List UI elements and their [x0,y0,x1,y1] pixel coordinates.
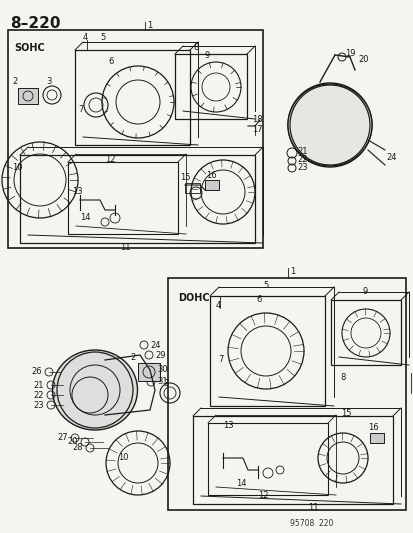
Text: 24: 24 [385,152,396,161]
Text: 25: 25 [412,368,413,377]
Text: SOHC: SOHC [14,43,45,53]
Text: 22: 22 [296,155,307,164]
Ellipse shape [52,350,137,430]
Text: 5: 5 [262,281,268,290]
Bar [330,300,400,365]
Text: 5: 5 [100,34,105,43]
Text: 21: 21 [33,381,43,390]
Text: 6: 6 [255,295,261,304]
Text: 16: 16 [367,424,378,432]
Text: 23: 23 [33,400,43,409]
Text: 12: 12 [105,156,115,165]
Bar [20,155,254,243]
Text: 9: 9 [362,287,367,296]
Bar [175,54,247,119]
Text: 15: 15 [180,174,190,182]
Text: 17: 17 [252,125,262,134]
Text: 31: 31 [157,377,167,386]
Text: 3: 3 [46,77,51,86]
Text: 19: 19 [344,49,355,58]
Bar [138,363,159,381]
Bar [8,30,262,248]
Text: 2: 2 [130,353,135,362]
Text: 8: 8 [192,43,198,52]
Text: 20: 20 [67,438,77,447]
Text: 10: 10 [118,454,128,463]
Text: 14: 14 [235,479,246,488]
Text: 2: 2 [12,77,17,86]
Text: 10: 10 [12,164,22,173]
Text: 4: 4 [216,302,221,311]
Text: DOHC: DOHC [178,293,209,303]
Text: 23: 23 [296,164,307,173]
Text: 16: 16 [206,171,216,180]
Text: 95708  220: 95708 220 [289,519,332,528]
Text: 1: 1 [147,20,152,29]
Bar [192,416,392,504]
Text: 30: 30 [157,366,167,375]
Text: 1: 1 [289,268,294,277]
Text: 12: 12 [257,491,268,500]
Text: 29: 29 [154,351,165,359]
Text: 8–220: 8–220 [10,16,60,31]
Text: 15: 15 [340,408,351,417]
Text: 21: 21 [296,147,307,156]
Text: 4: 4 [83,34,88,43]
Text: 27: 27 [57,433,67,442]
Text: 8: 8 [339,374,344,383]
Bar [204,180,218,190]
Text: 26: 26 [31,367,42,376]
Bar [185,183,199,193]
Text: 3: 3 [163,378,168,387]
Bar [209,296,324,406]
Text: 24: 24 [150,341,160,350]
Bar [68,162,178,234]
Text: 20: 20 [357,54,368,63]
Text: 11: 11 [307,504,318,513]
Text: 22: 22 [33,391,43,400]
Text: 6: 6 [108,58,113,67]
Text: 11: 11 [120,244,130,253]
Bar [207,423,327,495]
Ellipse shape [287,84,371,166]
Text: 14: 14 [80,214,90,222]
Text: 9: 9 [204,52,210,61]
Text: 7: 7 [78,106,83,115]
Text: 28: 28 [72,443,83,453]
Bar [168,278,405,510]
Text: 13: 13 [72,188,83,197]
Bar [75,50,190,145]
Text: 13: 13 [223,422,233,431]
Bar [369,433,383,443]
Bar [18,88,38,104]
Text: 18: 18 [252,115,262,124]
Text: 7: 7 [218,356,223,365]
